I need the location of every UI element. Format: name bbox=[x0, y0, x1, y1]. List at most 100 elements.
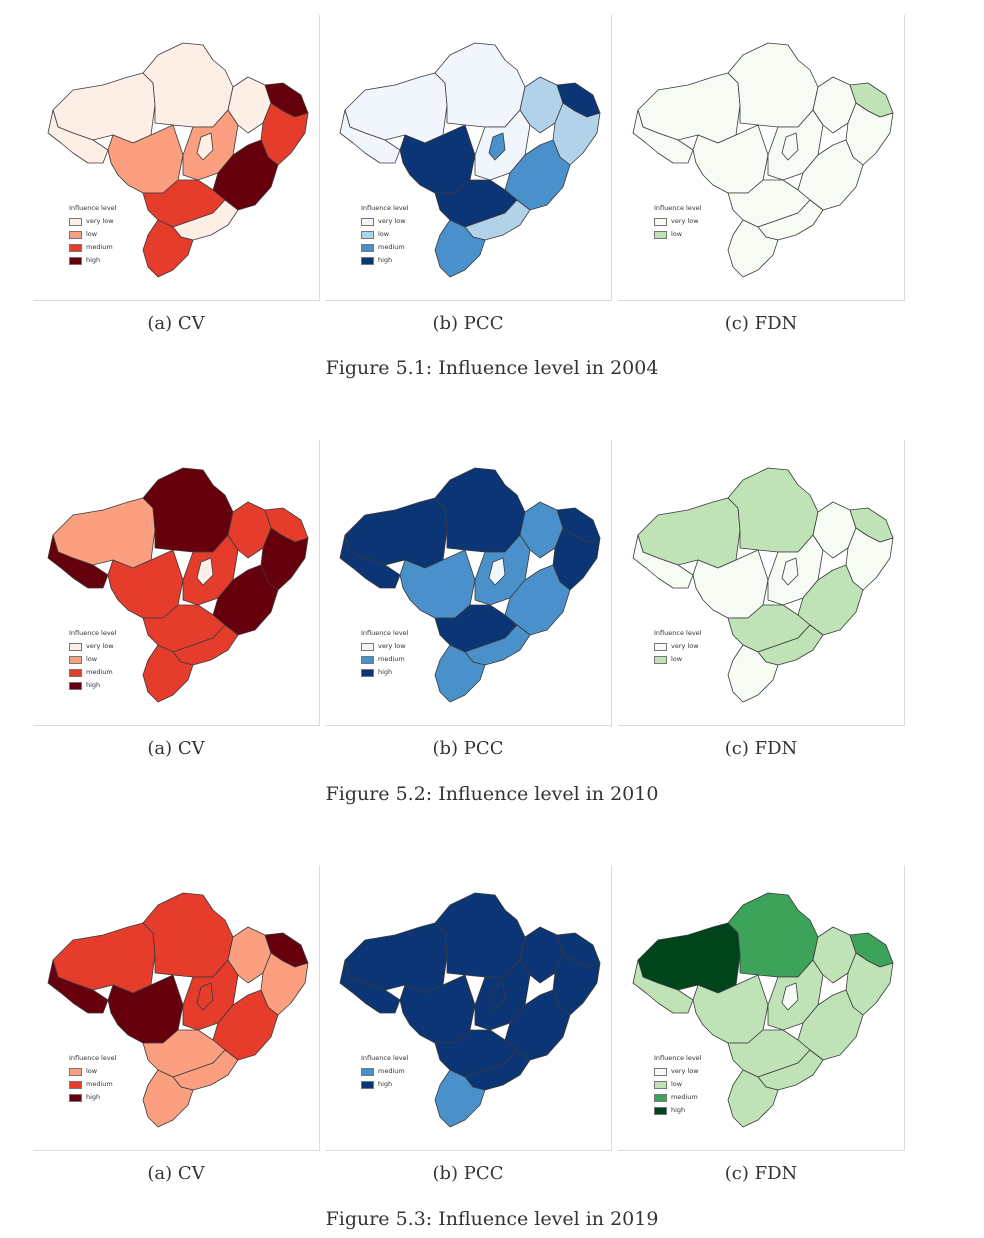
region-south bbox=[142, 1069, 194, 1128]
legend-label: low bbox=[86, 230, 98, 238]
brazil-choropleth-map bbox=[632, 42, 894, 278]
brazil-choropleth-map bbox=[339, 892, 601, 1128]
map-panel-cv: Influence level very low low medium high bbox=[33, 440, 320, 726]
region-north bbox=[434, 42, 526, 128]
map-panel-pcc: Influence level medium high bbox=[325, 865, 612, 1151]
legend-swatch bbox=[361, 230, 374, 239]
legend-label: medium bbox=[378, 655, 405, 663]
legend-label: medium bbox=[671, 1093, 698, 1101]
map-legend: Influence level very low low medium high bbox=[69, 202, 116, 267]
legend-swatch bbox=[654, 217, 667, 226]
subcaption-cv: (a) CV bbox=[147, 738, 205, 759]
legend-label: medium bbox=[378, 243, 405, 251]
region-south bbox=[142, 219, 194, 278]
region-south bbox=[434, 644, 486, 703]
legend-item: low bbox=[69, 653, 116, 666]
legend-label: high bbox=[86, 1093, 101, 1101]
map-legend: Influence level very low low bbox=[654, 202, 701, 241]
legend-item: low bbox=[361, 228, 408, 241]
legend-swatch bbox=[654, 655, 667, 664]
region-west bbox=[632, 109, 694, 164]
brazil-choropleth-map bbox=[339, 467, 601, 703]
legend-label: low bbox=[671, 1080, 683, 1088]
legend-item: medium bbox=[361, 1065, 408, 1078]
legend-item: very low bbox=[361, 640, 408, 653]
legend-title: Influence level bbox=[654, 629, 702, 637]
legend-label: low bbox=[378, 230, 390, 238]
legend-swatch bbox=[654, 230, 667, 239]
legend-title: Influence level bbox=[69, 629, 117, 637]
legend-swatch bbox=[654, 1080, 667, 1089]
map-panel-pcc: Influence level very low low medium high bbox=[325, 15, 612, 301]
region-north bbox=[434, 892, 526, 978]
map-panel-fdn: Influence level very low low bbox=[618, 440, 905, 726]
legend-item: medium bbox=[69, 666, 116, 679]
legend-label: medium bbox=[86, 668, 113, 676]
legend-item: low bbox=[654, 1078, 701, 1091]
legend-title: Influence level bbox=[69, 204, 117, 212]
legend-label: low bbox=[671, 655, 683, 663]
legend-item: medium bbox=[69, 1078, 116, 1091]
map-legend: Influence level low medium high bbox=[69, 1052, 116, 1104]
legend-title: Influence level bbox=[361, 204, 409, 212]
region-south bbox=[727, 644, 779, 703]
legend-label: high bbox=[378, 1080, 393, 1088]
legend-item: medium bbox=[69, 241, 116, 254]
subcaption-pcc: (b) PCC bbox=[432, 1163, 504, 1184]
region-west bbox=[339, 534, 401, 589]
brazil-choropleth-map bbox=[339, 42, 601, 278]
legend-title: Influence level bbox=[654, 1054, 702, 1062]
region-west bbox=[47, 959, 109, 1014]
figure-caption: Figure 5.2: Influence level in 2010 bbox=[325, 783, 659, 805]
subcaption-cv: (a) CV bbox=[147, 313, 205, 334]
legend-label: high bbox=[671, 1106, 686, 1114]
region-west bbox=[339, 109, 401, 164]
region-small-tocantins bbox=[488, 132, 506, 161]
legend-swatch bbox=[69, 1093, 82, 1102]
region-west bbox=[632, 534, 694, 589]
region-north bbox=[434, 467, 526, 553]
legend-swatch bbox=[69, 681, 82, 690]
region-small-tocantins bbox=[196, 982, 214, 1011]
map-legend: Influence level very low low medium high bbox=[69, 627, 116, 692]
legend-swatch bbox=[69, 1080, 82, 1089]
subcaption-fdn: (c) FDN bbox=[724, 1163, 798, 1184]
region-north bbox=[142, 467, 234, 553]
legend-title: Influence level bbox=[654, 204, 702, 212]
region-north bbox=[727, 42, 819, 128]
legend-item: very low bbox=[654, 215, 701, 228]
legend-label: very low bbox=[378, 642, 406, 650]
map-panel-pcc: Influence level very low medium high bbox=[325, 440, 612, 726]
region-north bbox=[727, 892, 819, 978]
legend-label: very low bbox=[378, 217, 406, 225]
region-south bbox=[727, 1069, 779, 1128]
legend-item: high bbox=[361, 1078, 408, 1091]
legend-label: medium bbox=[378, 1067, 405, 1075]
legend-label: high bbox=[86, 681, 101, 689]
subcaption-pcc: (b) PCC bbox=[432, 738, 504, 759]
legend-label: low bbox=[671, 230, 683, 238]
legend-item: very low bbox=[69, 640, 116, 653]
legend-item: high bbox=[361, 254, 408, 267]
region-small-tocantins bbox=[196, 132, 214, 161]
legend-label: low bbox=[86, 1067, 98, 1075]
legend-swatch bbox=[654, 1093, 667, 1102]
legend-item: very low bbox=[654, 640, 701, 653]
legend-swatch bbox=[361, 655, 374, 664]
map-panel-cv: Influence level very low low medium high bbox=[33, 15, 320, 301]
region-north bbox=[142, 42, 234, 128]
brazil-choropleth-map bbox=[632, 467, 894, 703]
legend-label: very low bbox=[671, 642, 699, 650]
legend-swatch bbox=[361, 217, 374, 226]
legend-title: Influence level bbox=[361, 1054, 409, 1062]
region-small-tocantins bbox=[781, 132, 799, 161]
map-legend: Influence level very low medium high bbox=[361, 627, 408, 679]
legend-item: very low bbox=[361, 215, 408, 228]
legend-item: high bbox=[69, 254, 116, 267]
legend-label: high bbox=[86, 256, 101, 264]
legend-title: Influence level bbox=[361, 629, 409, 637]
legend-label: very low bbox=[671, 1067, 699, 1075]
legend-item: low bbox=[654, 653, 701, 666]
legend-label: very low bbox=[86, 217, 114, 225]
subcaption-pcc: (b) PCC bbox=[432, 313, 504, 334]
